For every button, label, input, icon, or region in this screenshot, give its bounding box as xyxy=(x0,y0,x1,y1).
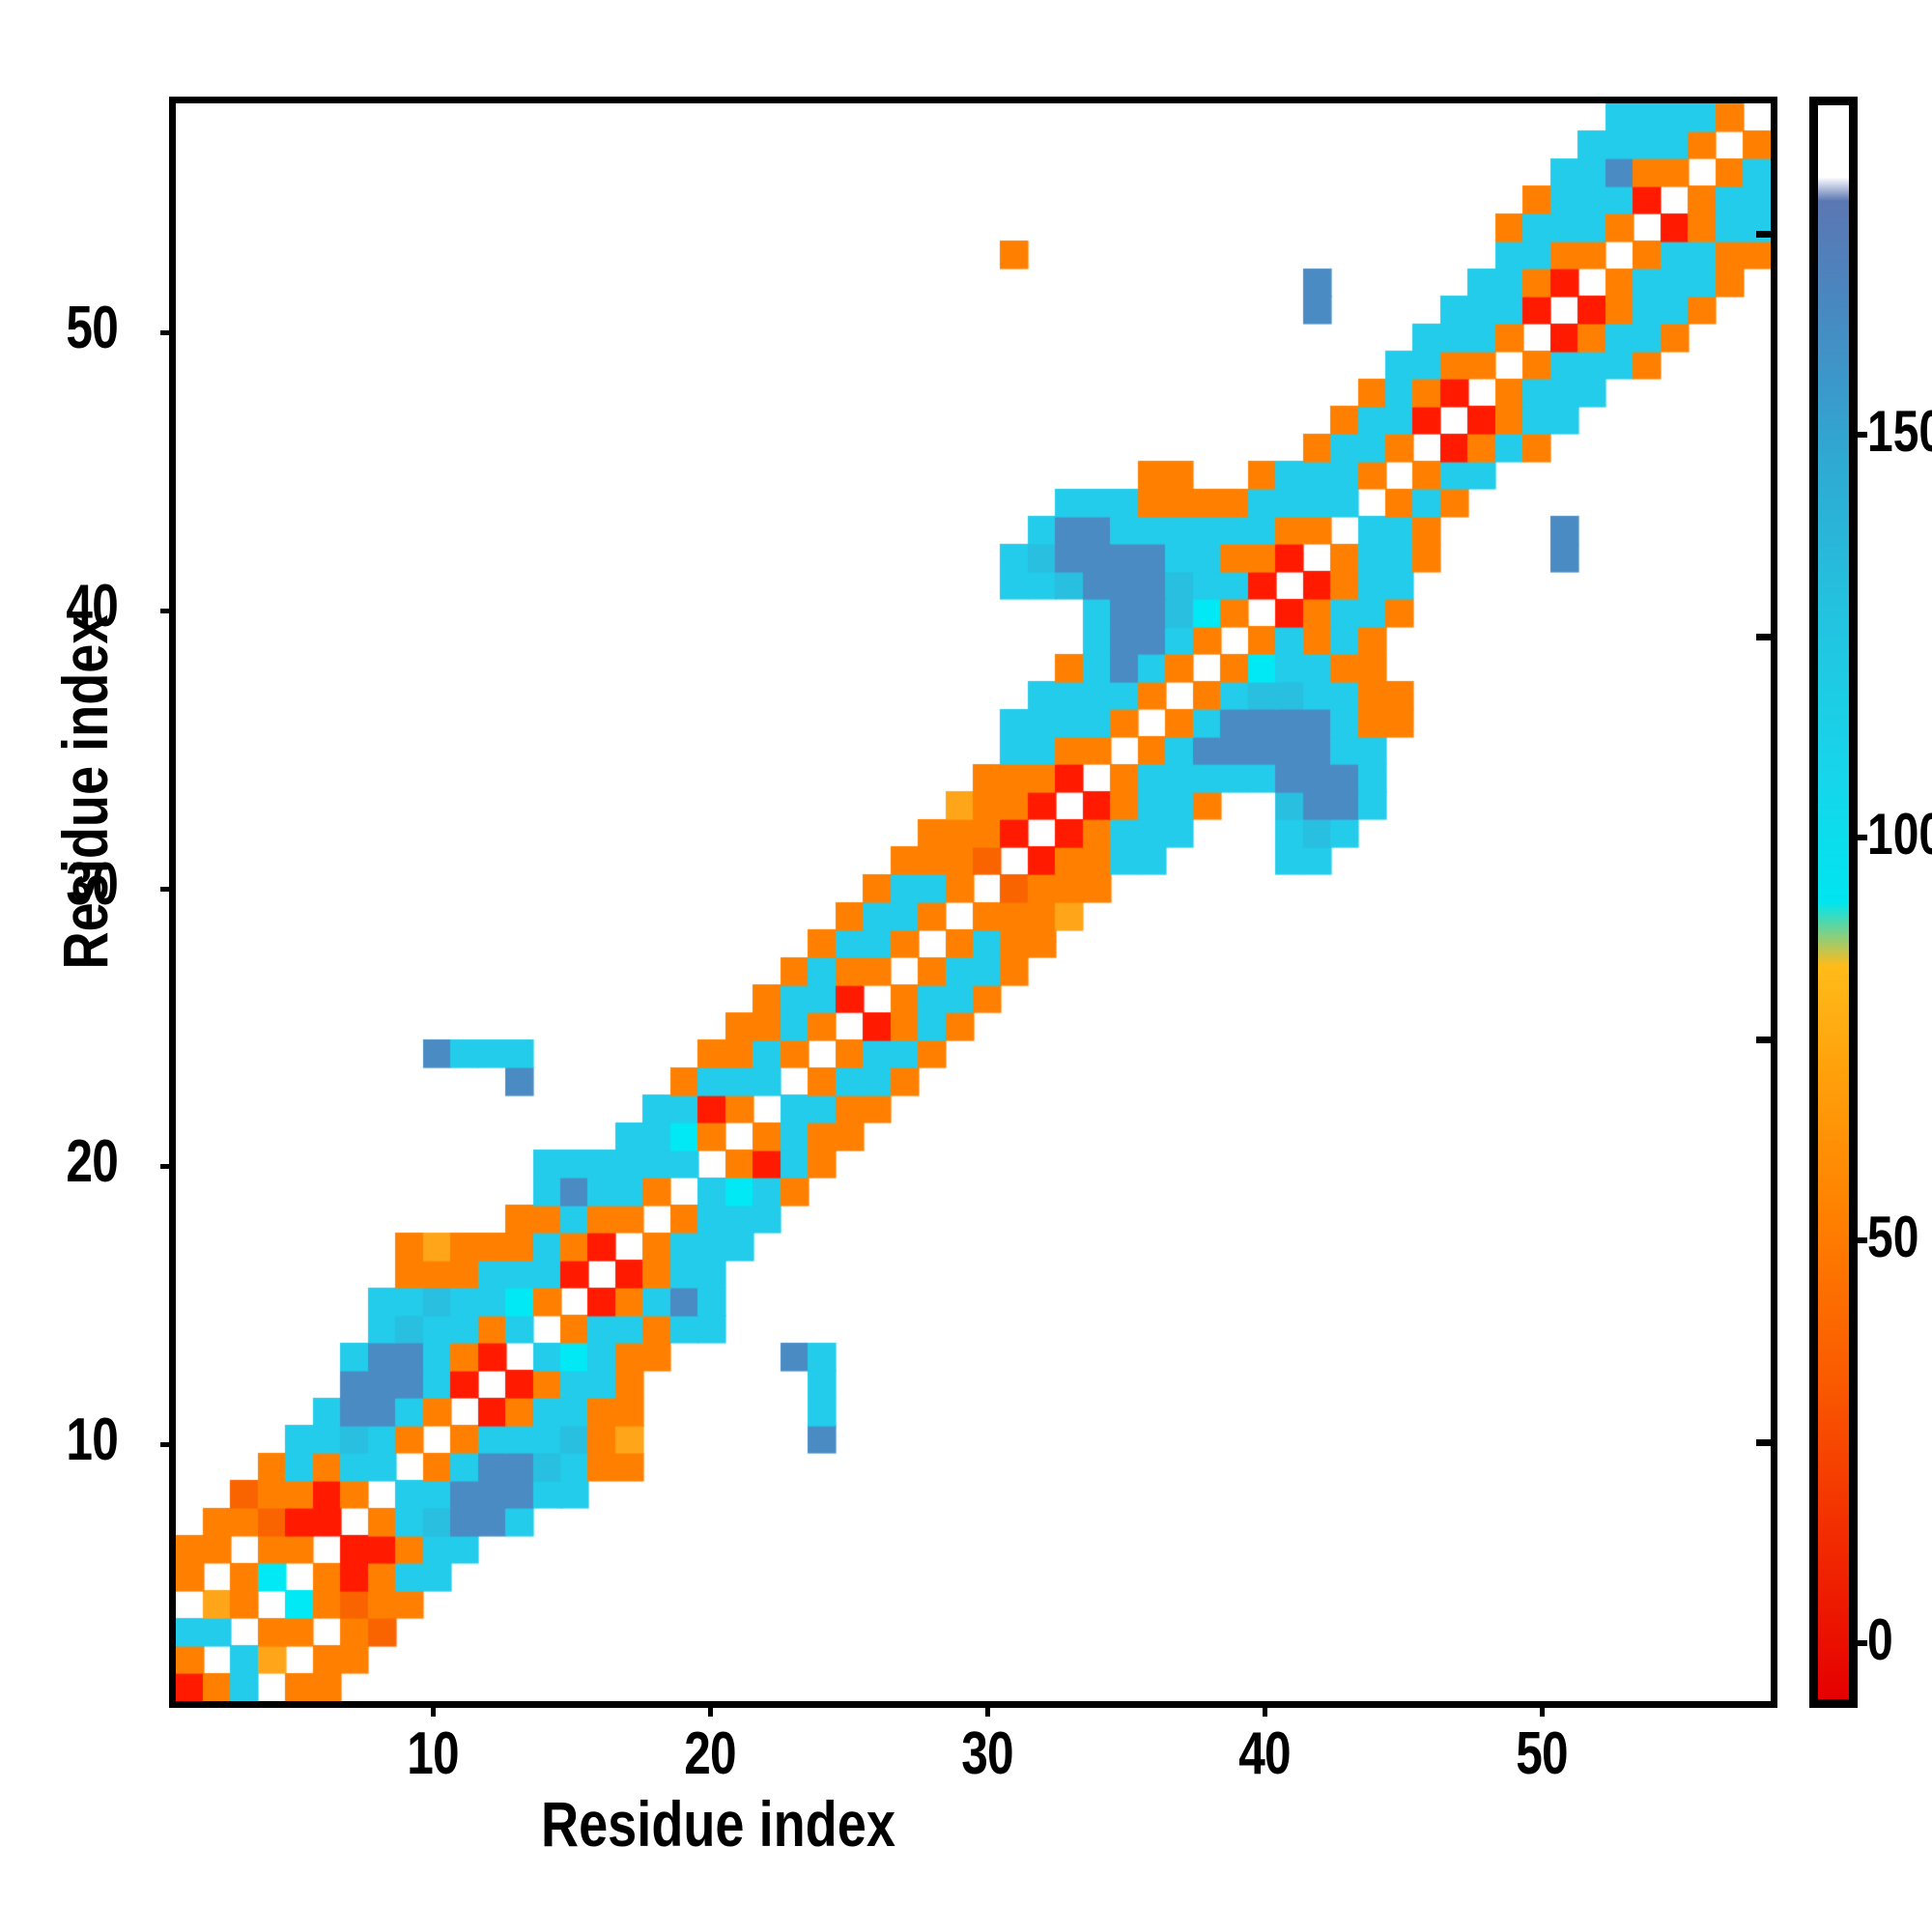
plot-right-minor-tick-25 xyxy=(1756,1438,1777,1446)
y-tick-10 xyxy=(160,1441,176,1447)
y-tick-label-50: 50 xyxy=(66,295,118,362)
y-tick-label-40: 40 xyxy=(66,573,118,640)
x-tick-50 xyxy=(1539,1701,1545,1717)
colorbar-tick-100 xyxy=(1854,835,1867,841)
colorbar xyxy=(1809,97,1858,1708)
plot-right-minor-tick-75 xyxy=(1756,1036,1777,1043)
y-tick-30 xyxy=(160,886,176,892)
y-tick-label-10: 10 xyxy=(66,1406,118,1473)
plot-right-minor-tick-125 xyxy=(1756,633,1777,640)
y-tick-label-30: 30 xyxy=(66,850,118,918)
x-tick-10 xyxy=(430,1701,436,1717)
y-axis-title: Residue index xyxy=(49,614,121,970)
colorbar-gradient xyxy=(1818,105,1849,1699)
colorbar-tick-0 xyxy=(1854,1640,1867,1647)
y-tick-label-20: 20 xyxy=(66,1128,118,1196)
x-tick-label-10: 10 xyxy=(406,1720,459,1787)
colorbar-tick-label-0: 0 xyxy=(1867,1607,1893,1673)
colorbar-tick-50 xyxy=(1854,1237,1867,1244)
y-axis-title-wrapper: Residue index xyxy=(48,502,126,1082)
x-tick-30 xyxy=(984,1701,990,1717)
colorbar-tick-label-150: 150 xyxy=(1867,399,1932,465)
x-tick-label-30: 30 xyxy=(961,1720,1013,1787)
x-axis-title: Residue index xyxy=(541,1788,895,1860)
plot-right-minor-tick-175 xyxy=(1756,230,1777,238)
x-tick-label-50: 50 xyxy=(1516,1720,1568,1787)
colorbar-tick-150 xyxy=(1854,432,1867,439)
colorbar-tick-label-50: 50 xyxy=(1867,1205,1919,1270)
y-tick-50 xyxy=(160,330,176,336)
x-tick-40 xyxy=(1262,1701,1267,1717)
y-tick-40 xyxy=(160,609,176,614)
contact-map-plot-area xyxy=(169,97,1777,1708)
contact-map-heatmap xyxy=(176,103,1771,1701)
colorbar-tick-label-100: 100 xyxy=(1867,802,1932,867)
x-tick-20 xyxy=(707,1701,713,1717)
x-tick-label-40: 40 xyxy=(1238,1720,1291,1787)
x-tick-label-20: 20 xyxy=(683,1720,736,1787)
y-tick-20 xyxy=(160,1164,176,1170)
